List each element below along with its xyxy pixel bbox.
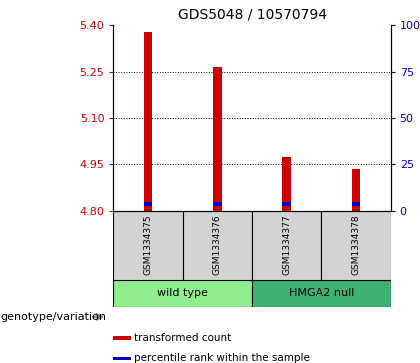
Bar xyxy=(321,211,391,280)
Bar xyxy=(252,280,391,307)
Text: wild type: wild type xyxy=(157,288,208,298)
Title: GDS5048 / 10570794: GDS5048 / 10570794 xyxy=(178,8,326,21)
Text: HMGA2 null: HMGA2 null xyxy=(289,288,354,298)
Bar xyxy=(113,336,131,340)
Bar xyxy=(213,67,221,211)
Bar xyxy=(113,211,183,280)
Bar xyxy=(283,156,291,211)
Text: transformed count: transformed count xyxy=(134,333,231,343)
Bar xyxy=(144,202,152,206)
Bar xyxy=(183,211,252,280)
Bar xyxy=(213,202,221,206)
Bar xyxy=(352,202,360,206)
Bar xyxy=(283,202,291,206)
Text: genotype/variation: genotype/variation xyxy=(0,312,106,322)
Bar xyxy=(252,211,321,280)
Text: GSM1334376: GSM1334376 xyxy=(213,215,222,276)
Text: GSM1334378: GSM1334378 xyxy=(352,215,360,276)
Bar xyxy=(352,169,360,211)
Text: GSM1334377: GSM1334377 xyxy=(282,215,291,276)
Text: percentile rank within the sample: percentile rank within the sample xyxy=(134,354,310,363)
Bar xyxy=(113,280,252,307)
Bar xyxy=(144,32,152,211)
Text: GSM1334375: GSM1334375 xyxy=(144,215,152,276)
Bar xyxy=(113,356,131,360)
